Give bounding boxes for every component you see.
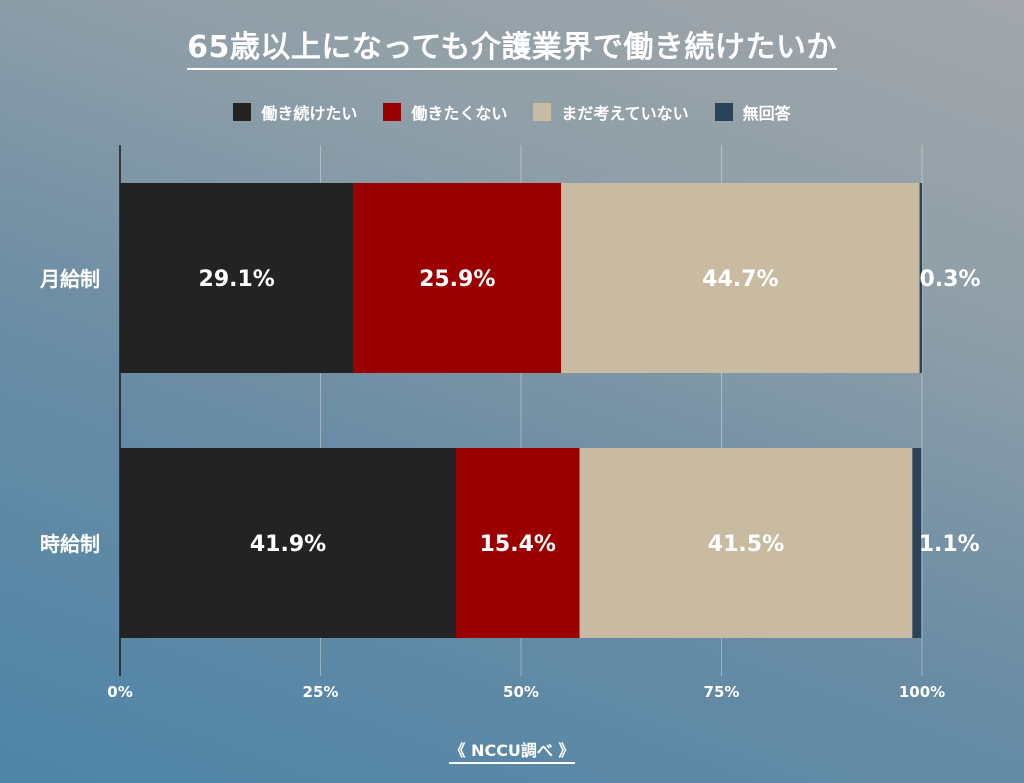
legend-label-undecided: まだ考えていない [561,104,689,123]
data-label: 44.7% [702,267,778,292]
legend-label-no-answer: 無回答 [742,104,791,123]
x-tick-label: 25% [303,683,339,701]
source-note-text: 《 NCCU調べ 》 [449,741,575,764]
data-label: 1.1% [919,532,980,557]
bar-segment [561,183,920,373]
legend-swatch-not-working [383,103,402,121]
bar-segment [912,448,922,638]
legend-swatch-undecided [533,103,552,121]
legend-item-not-working: 働きたくない [383,100,507,124]
bar-segment [120,448,457,638]
legend: 働き続けたい 働きたくない まだ考えていない 無回答 [0,100,1024,124]
data-label: 29.1% [199,267,275,292]
data-label: 15.4% [480,532,556,557]
data-label: 0.3% [919,267,980,292]
bar-segment [353,183,562,373]
legend-item-no-answer: 無回答 [714,100,791,124]
bar-segment [919,183,922,373]
chart-title-text: 65歳以上になっても介護業界で働き続けたいか [187,30,837,70]
source-note: 《 NCCU調べ 》 [0,737,1024,764]
data-label: 41.5% [708,532,784,557]
legend-item-keep-working: 働き続けたい [233,100,357,124]
data-label: 25.9% [419,267,495,292]
legend-swatch-keep-working [233,103,252,121]
bar-segment [120,183,354,373]
category-label: 月給制 [39,267,100,291]
chart-title: 65歳以上になっても介護業界で働き続けたいか [0,22,1024,70]
category-label: 時給制 [40,532,100,556]
bar-segment [579,448,913,638]
legend-label-not-working: 働きたくない [411,104,508,123]
legend-swatch-no-answer [714,103,733,121]
x-tick-label: 100% [899,683,945,701]
data-label: 41.9% [250,532,326,557]
x-tick-label: 0% [107,683,132,701]
legend-label-keep-working: 働き続けたい [261,104,358,123]
x-tick-label: 75% [704,683,740,701]
x-tick-label: 50% [503,683,539,701]
bar-segment [456,448,580,638]
legend-item-undecided: まだ考えていない [533,100,689,124]
